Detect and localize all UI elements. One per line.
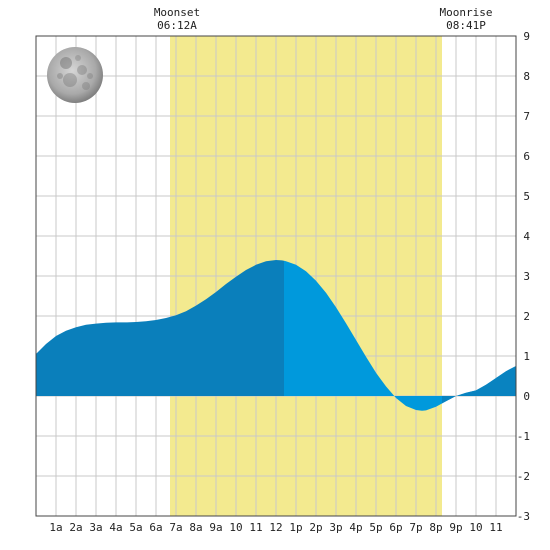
x-tick-label: 3a [89, 521, 102, 534]
y-tick-label: 0 [523, 390, 530, 403]
moon-crater [60, 57, 72, 69]
y-tick-label: -1 [517, 430, 530, 443]
moon-crater [77, 65, 87, 75]
x-tick-label: 2a [69, 521, 82, 534]
x-tick-label: 2p [309, 521, 322, 534]
moonrise-label: Moonrise [440, 6, 493, 19]
y-tick-label: 6 [523, 150, 530, 163]
moon-crater [82, 82, 90, 90]
x-tick-label: 5a [129, 521, 142, 534]
x-tick-label: 9a [209, 521, 222, 534]
x-tick-label: 7p [409, 521, 422, 534]
moonset-label: Moonset [154, 6, 200, 19]
y-tick-label: 7 [523, 110, 530, 123]
x-tick-label: 12 [269, 521, 282, 534]
x-tick-label: 11 [489, 521, 502, 534]
x-tick-label: 10 [469, 521, 482, 534]
moonrise-time: 08:41P [446, 19, 486, 32]
x-tick-label: 8a [189, 521, 202, 534]
y-tick-label: -3 [517, 510, 530, 523]
x-tick-label: 8p [429, 521, 442, 534]
tide-area-future [284, 260, 516, 411]
x-tick-label: 3p [329, 521, 342, 534]
tide-area-night [442, 366, 516, 404]
x-tick-label: 11 [249, 521, 262, 534]
x-tick-label: 4a [109, 521, 122, 534]
x-tick-label: 10 [229, 521, 242, 534]
x-tick-label: 7a [169, 521, 182, 534]
moon-crater [75, 55, 81, 61]
x-tick-label: 5p [369, 521, 382, 534]
y-tick-label: 4 [523, 230, 530, 243]
moon-crater [63, 73, 77, 87]
moon-crater [57, 73, 63, 79]
x-tick-label: 1p [289, 521, 302, 534]
tide-area-past [36, 260, 284, 396]
y-tick-label: -2 [517, 470, 530, 483]
y-tick-label: 2 [523, 310, 530, 323]
x-tick-label: 4p [349, 521, 362, 534]
full-moon-icon [47, 47, 103, 103]
x-tick-label: 9p [449, 521, 462, 534]
moonset-time: 06:12A [157, 19, 197, 32]
x-tick-label: 6a [149, 521, 162, 534]
y-tick-label: 1 [523, 350, 530, 363]
y-tick-label: 5 [523, 190, 530, 203]
x-tick-label: 6p [389, 521, 402, 534]
moon-disc [47, 47, 103, 103]
y-tick-label: 3 [523, 270, 530, 283]
plot-frame [35, 35, 517, 517]
y-tick-label: 8 [523, 70, 530, 83]
y-tick-label: 9 [523, 30, 530, 43]
moon-crater [87, 73, 93, 79]
x-tick-label: 1a [49, 521, 62, 534]
